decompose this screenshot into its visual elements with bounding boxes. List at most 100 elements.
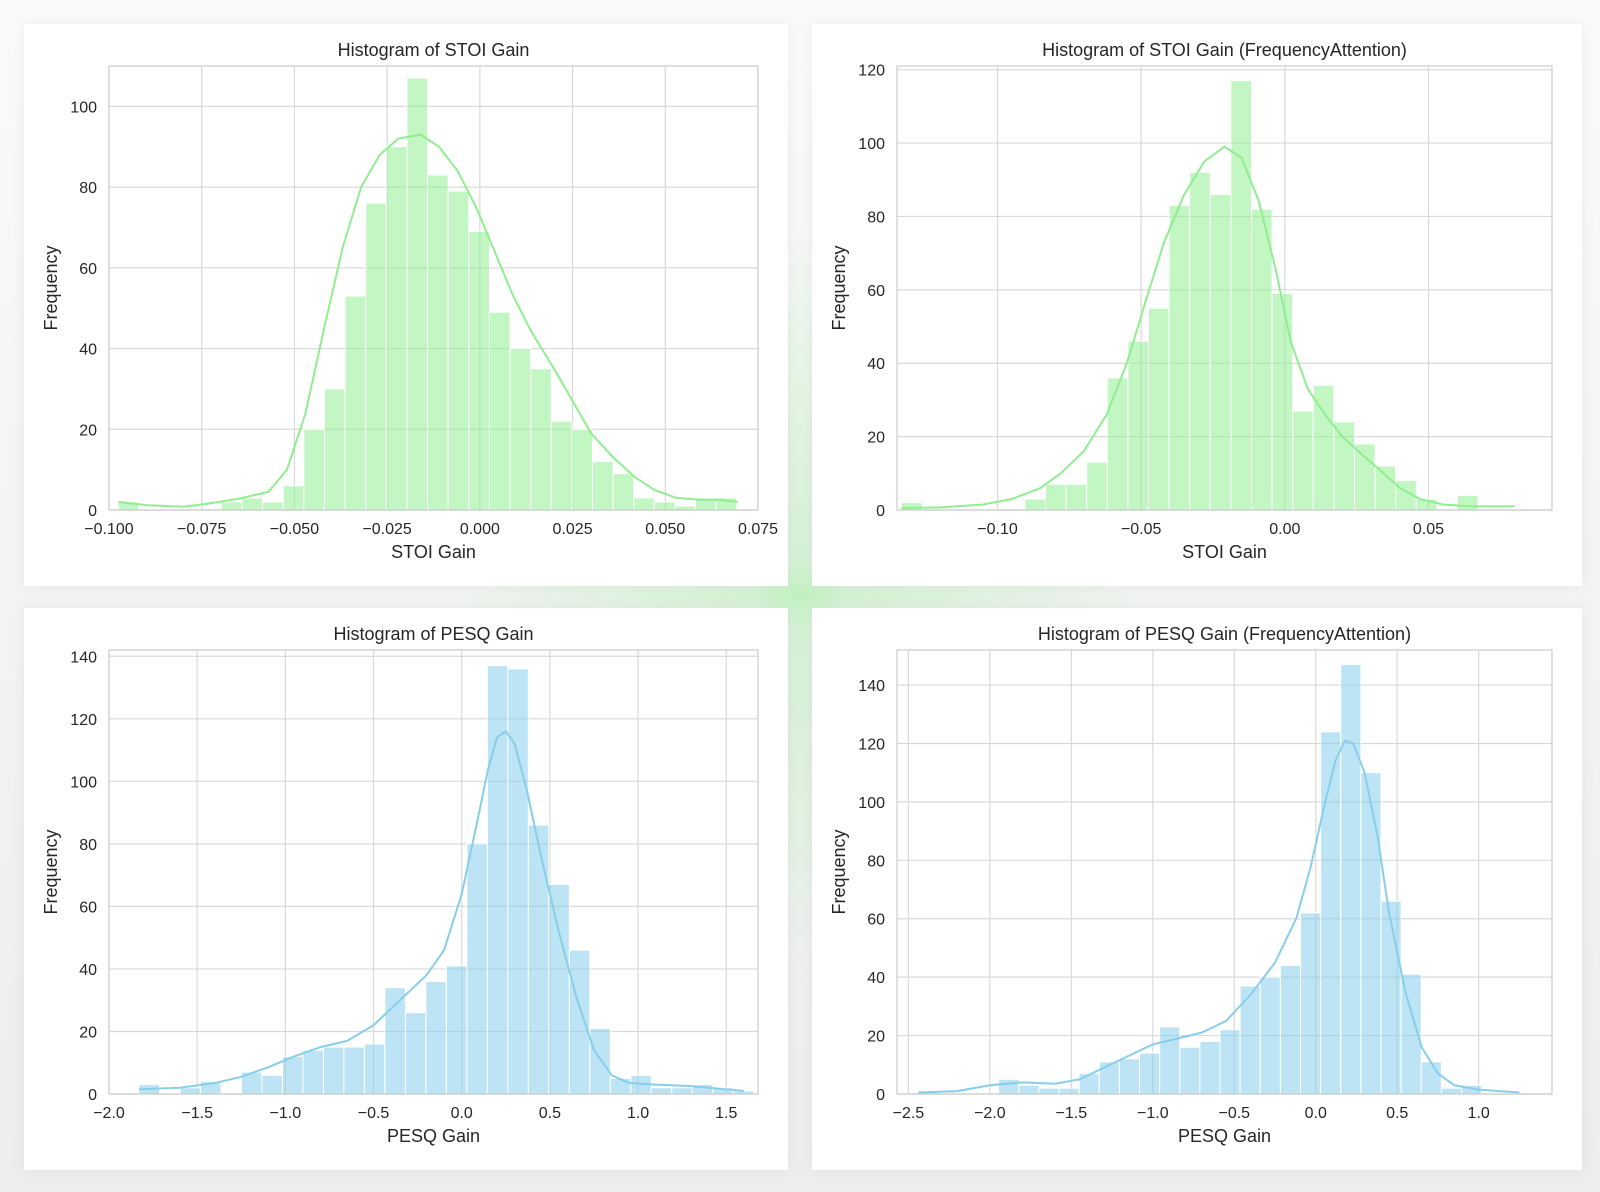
chart-1-bar-10: [323, 388, 346, 511]
chart-2-y-tick-label-2: 40: [867, 356, 885, 373]
chart-3-axes-frame: [108, 649, 759, 1095]
chart-3-kde-line: [138, 730, 744, 1092]
chart-2-bar-19: [1292, 410, 1314, 511]
chart-1-bar-9: [303, 428, 325, 511]
chart-1-x-tick-label-2: −0.050: [270, 521, 319, 538]
chart-4-bar-4: [998, 1078, 1020, 1095]
chart-4-bar-20: [1320, 731, 1342, 1095]
chart-panel-pesq-frequencyattention: −2.5 −2.0 −1.5 −1.0 −0.5 0.0 0.5 1.0 0 20 40 60 80 10…: [812, 608, 1582, 1170]
chart-1-y-tick-label-1: 20: [79, 422, 97, 439]
chart-3-bar-18: [507, 668, 529, 1095]
chart-3-y-tick-label-2: 40: [79, 962, 97, 979]
chart-2-bar-18: [1271, 293, 1294, 511]
chart-3-x-tick-label-2: −1.0: [270, 1105, 302, 1122]
chart-2-kde-line: [901, 145, 1515, 510]
chart-3-bar-13: [404, 1012, 427, 1095]
chart-2-bar-13: [1168, 204, 1191, 511]
chart-2-bar-20: [1312, 384, 1335, 511]
chart-4-y-tick-label-5: 100: [858, 795, 885, 812]
chart-3-y-tick-label-1: 20: [79, 1024, 97, 1041]
chart-1-axes-frame: [108, 65, 759, 511]
chart-1-x-tick-label-1: −0.075: [177, 521, 226, 538]
chart-1-x-axis-label: STOI Gain: [391, 542, 476, 562]
chart-3-bar-21: [568, 949, 591, 1095]
chart-2-bar-27: [1456, 494, 1479, 511]
chart-2-bar-6: [1024, 498, 1046, 511]
chart-1-bar-12: [365, 202, 387, 511]
chart-2-bar-16: [1230, 80, 1252, 511]
chart-4-bar-19: [1300, 912, 1322, 1095]
chart-3-bar-7: [281, 1055, 304, 1095]
chart-4-grid: [897, 650, 1552, 1095]
chart-2-bar-10: [1106, 377, 1129, 511]
chart-1-x-tick-label-5: 0.025: [553, 521, 593, 538]
chart-3-x-tick-label-6: 1.0: [627, 1105, 649, 1122]
chart-2-bar-23: [1374, 465, 1397, 511]
chart-4-bar-18: [1279, 964, 1302, 1095]
chart-3-bar-23: [609, 1077, 632, 1095]
chart-2-x-axis-label: STOI Gain: [1182, 542, 1267, 562]
chart-2-bar-14: [1189, 171, 1211, 511]
chart-2-y-tick-label-6: 120: [858, 63, 885, 80]
chart-2-x-tick-label-3: 0.05: [1413, 521, 1444, 538]
chart-panel-stoi-frequencyattention: −0.10 −0.05 0.00 0.05 0 20 40 60 80 100 120 Histogr…: [812, 24, 1582, 586]
chart-1-y-tick-label-4: 80: [79, 180, 97, 197]
chart-1-x-tick-label-3: −0.025: [362, 521, 411, 538]
chart-4-title: Histogram of PESQ Gain (FrequencyAttenti…: [1038, 624, 1411, 644]
chart-3-y-tick-label-7: 140: [70, 649, 97, 666]
chart-1-bar-13: [385, 146, 408, 511]
chart-4-bar-8: [1078, 1073, 1100, 1095]
chart-3-bars: [138, 665, 755, 1095]
chart-1-bar-14: [406, 77, 429, 511]
chart-3-bar-2: [179, 1087, 201, 1095]
chart-4-bar-21: [1340, 664, 1362, 1095]
chart-1-bar-22: [571, 428, 594, 511]
chart-4-x-tick-label-1: −2.0: [974, 1105, 1006, 1122]
chart-4-bar-23: [1380, 900, 1402, 1095]
chart-4-x-tick-label-2: −1.5: [1056, 1105, 1088, 1122]
chart-4-x-tick-label-6: 0.5: [1386, 1105, 1408, 1122]
chart-4-x-tick-label-4: −0.5: [1218, 1105, 1250, 1122]
chart-1-bar-8: [282, 485, 305, 511]
chart-panel-pesq: −2.0 −1.5 −1.0 −0.5 0.0 0.5 1.0 1.5 0 20 40 60 80 100…: [24, 608, 788, 1170]
chart-2-bar-11: [1127, 340, 1149, 511]
chart-4-x-axis-label: PESQ Gain: [1178, 1126, 1271, 1146]
chart-4-bar-13: [1179, 1046, 1201, 1095]
chart-1-bar-21: [550, 420, 573, 511]
chart-3-y-tick-label-5: 100: [70, 774, 97, 791]
chart-3-bar-14: [425, 980, 447, 1095]
chart-2-bar-15: [1209, 193, 1232, 511]
chart-1-bar-11: [344, 295, 367, 511]
chart-3-bar-15: [445, 965, 468, 1095]
chart-3-y-tick-label-6: 120: [70, 712, 97, 729]
chart-stoi-frequencyattention: −0.10 −0.05 0.00 0.05 0 20 40 60 80 100 120 Histogr…: [829, 40, 1553, 562]
chart-1-y-tick-label-0: 0: [88, 503, 97, 520]
chart-4-bar-25: [1420, 1061, 1442, 1095]
chart-3-bar-20: [548, 884, 570, 1095]
chart-4-y-tick-label-4: 80: [867, 853, 885, 870]
chart-2-bar-8: [1065, 483, 1088, 511]
chart-3-bar-26: [671, 1087, 693, 1095]
chart-1-bars: [117, 77, 738, 511]
chart-2-y-tick-label-3: 60: [867, 283, 885, 300]
chart-4-y-tick-label-7: 140: [858, 678, 885, 695]
chart-4-y-tick-label-3: 60: [867, 912, 885, 929]
chart-2-bar-21: [1333, 421, 1355, 511]
chart-1-bar-17: [468, 230, 490, 511]
chart-3-bar-6: [261, 1074, 283, 1095]
chart-3-bar-11: [363, 1043, 386, 1095]
chart-4-bar-14: [1199, 1040, 1221, 1095]
chart-2-x-tick-label-2: 0.00: [1269, 521, 1300, 538]
chart-3-x-tick-label-1: −1.5: [181, 1105, 213, 1122]
chart-1-x-tick-label-0: −0.100: [84, 521, 133, 538]
chart-2-bar-17: [1250, 208, 1273, 511]
chart-3-bar-8: [302, 1049, 324, 1095]
chart-3-title: Histogram of PESQ Gain: [333, 624, 533, 644]
chart-1-y-tick-label-2: 40: [79, 342, 97, 359]
chart-2-bar-12: [1147, 307, 1170, 511]
chart-pesq: −2.0 −1.5 −1.0 −0.5 0.0 0.5 1.0 1.5 0 20 40 60 80 100…: [41, 624, 759, 1146]
chart-3-x-tick-label-5: 0.5: [539, 1105, 561, 1122]
chart-4-x-tick-label-7: 1.0: [1468, 1105, 1490, 1122]
chart-4-x-tick-label-3: −1.0: [1137, 1105, 1169, 1122]
chart-3-x-tick-label-3: −0.5: [358, 1105, 390, 1122]
